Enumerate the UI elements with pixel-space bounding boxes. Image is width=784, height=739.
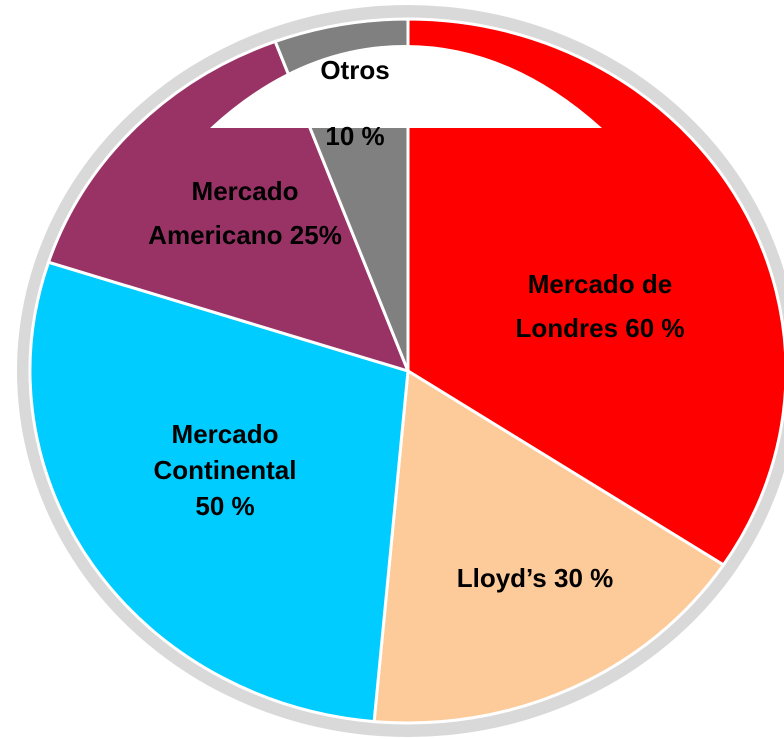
slice bbox=[28, 260, 410, 724]
labels: Mercado de Londres 60 % Lloyd’s 30 % Mercad… bbox=[148, 55, 684, 593]
slice-label: Mercado de Londres 60 % bbox=[515, 269, 684, 343]
slice-label: Lloyd’s 30 % bbox=[457, 563, 614, 593]
slice-label: Otros 10 % bbox=[320, 55, 389, 151]
label-backdrop bbox=[210, 45, 602, 128]
slice bbox=[46, 39, 411, 374]
slices bbox=[28, 17, 784, 725]
slice-label: Mercado Continental 50 % bbox=[154, 419, 297, 521]
slice-label: Mercado Americano 25% bbox=[148, 176, 342, 250]
slice bbox=[372, 368, 726, 725]
